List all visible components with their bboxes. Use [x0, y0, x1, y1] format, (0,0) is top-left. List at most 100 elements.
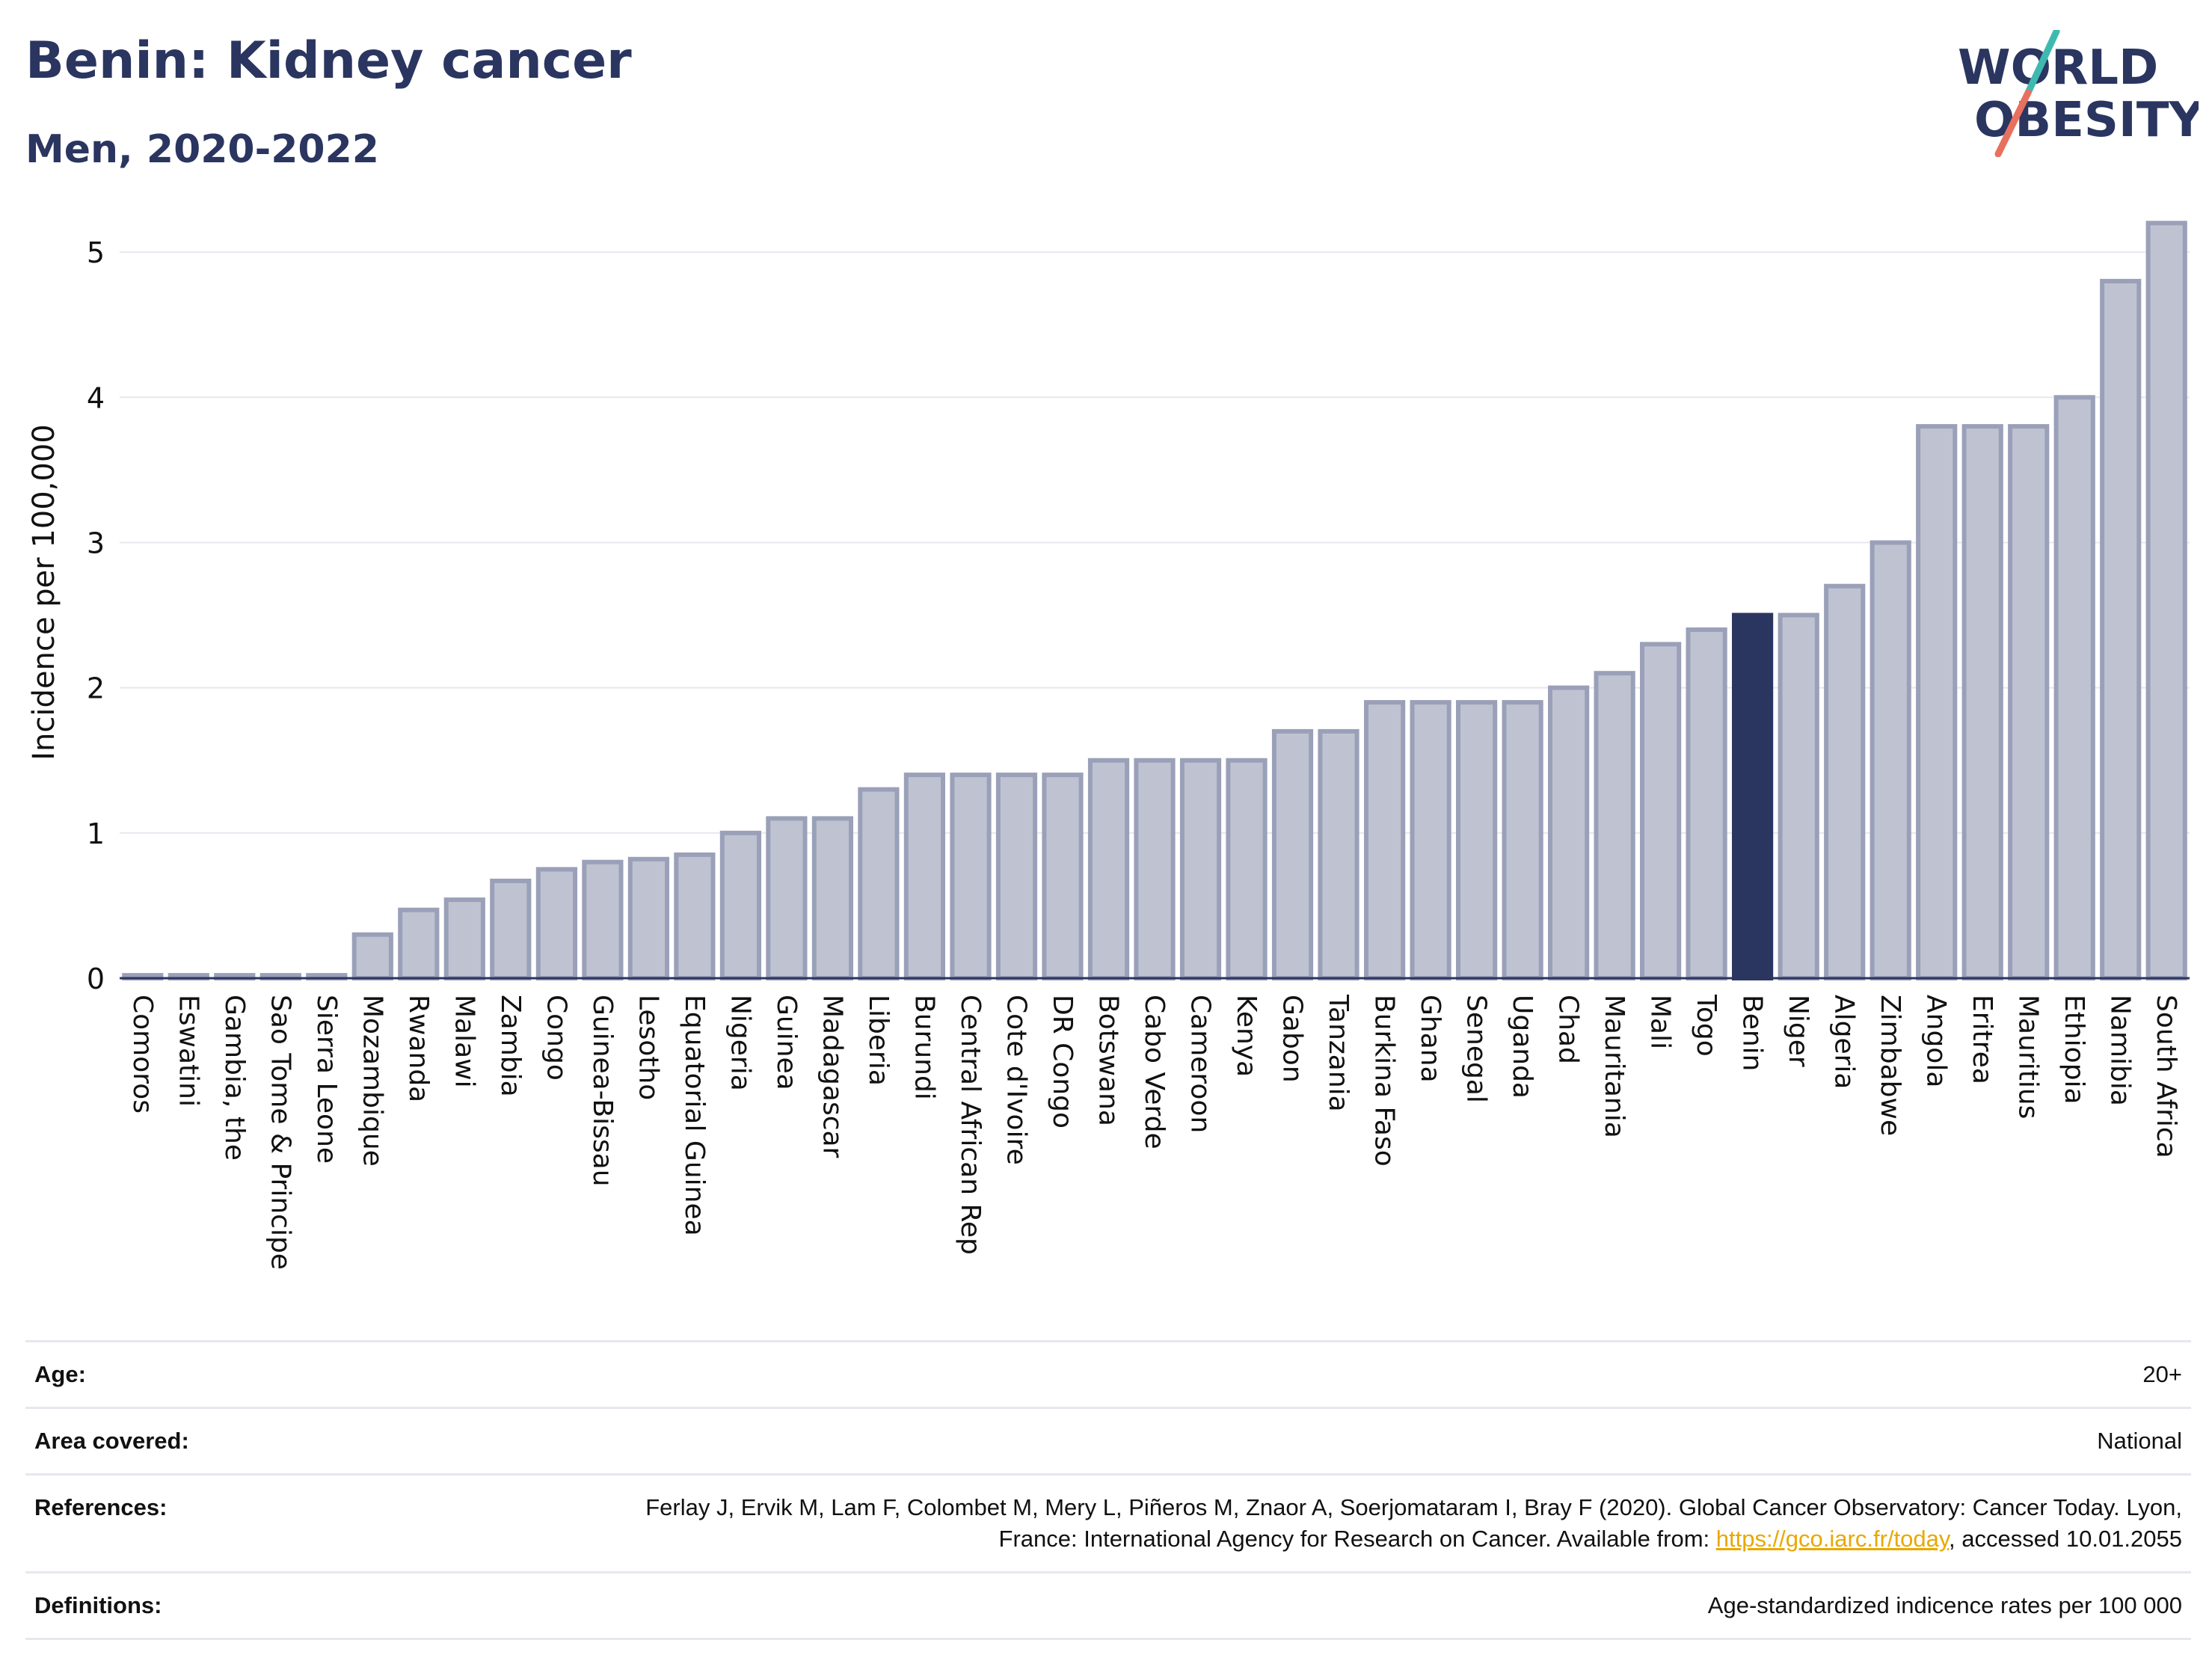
x-tick-label-31: Chad [1553, 995, 1584, 1064]
x-tick-label-37: Algeria [1829, 995, 1860, 1090]
x-axis-category-labels: Comoros Eswatini Gambia, the Sao Tome & Pri… [127, 994, 2181, 1270]
bar-31 [1548, 685, 1590, 980]
bar-12 [674, 852, 716, 981]
bar-20 [1042, 773, 1084, 980]
x-tick-label-4: Sierra Leone [311, 995, 342, 1164]
x-tick-label-8: Zambia [495, 995, 526, 1097]
x-tick-label-22: Cabo Verde [1139, 995, 1170, 1149]
bar-30 [1502, 700, 1543, 980]
y-tick-label-4: 4 [87, 381, 105, 414]
bar-34 [1686, 627, 1727, 980]
x-tick-label-16: Liberia [863, 995, 894, 1086]
references-value: Ferlay J, Ervik M, Lam F, Colombet M, Me… [567, 1475, 2191, 1573]
y-axis-ticks: 0 1 2 3 4 5 [87, 236, 105, 995]
bar-23 [1179, 758, 1222, 980]
bar-7 [443, 897, 485, 980]
chart-title: Benin: Kidney cancer [25, 31, 632, 90]
x-tick-label-25: Gabon [1277, 995, 1308, 1083]
bar-43 [2100, 278, 2142, 980]
x-tick-label-38: Zimbabwe [1875, 995, 1905, 1136]
info-row-age: Age: 20+ [25, 1341, 2191, 1408]
references-text-1: Ferlay J, Ervik M, Lam F, Colombet M, Me… [645, 1494, 2182, 1552]
x-tick-label-39: Angola [1921, 995, 1952, 1087]
x-tick-label-36: Niger [1783, 995, 1813, 1067]
bar-6 [398, 907, 440, 981]
x-tick-label-32: Mauritania [1599, 995, 1629, 1138]
x-tick-label-10: Guinea-Bissau [587, 995, 618, 1187]
x-tick-label-2: Gambia, the [219, 995, 250, 1161]
x-tick-label-42: Ethiopia [2059, 995, 2089, 1105]
bar-8 [490, 878, 532, 981]
bar-19 [995, 773, 1038, 980]
x-tick-label-13: Nigeria [725, 995, 755, 1091]
bar-16 [858, 787, 900, 980]
bar-33 [1640, 642, 1682, 981]
bar-38 [1870, 540, 1911, 980]
bar-5 [351, 932, 393, 981]
bar-18 [950, 773, 992, 980]
bar-13 [719, 830, 761, 980]
info-table: Age: 20+ Area covered: National Referenc… [25, 1340, 2191, 1640]
logo-coral-stroke [1994, 89, 2032, 157]
chart-subtitle: Men, 2020-2022 [25, 127, 379, 172]
x-tick-label-18: Central African Rep [955, 995, 986, 1255]
age-label: Age: [34, 1361, 86, 1387]
info-row-area: Area covered: National [25, 1407, 2191, 1475]
bar-21 [1087, 758, 1130, 980]
x-tick-label-41: Mauritius [2013, 995, 2044, 1119]
age-value: 20+ [2142, 1361, 2182, 1387]
x-tick-label-43: Namibia [2105, 995, 2136, 1106]
bar-29 [1456, 700, 1498, 980]
bar-25 [1271, 728, 1314, 981]
bar-9 [535, 867, 577, 981]
bar-40 [1961, 424, 2003, 981]
logo-line1: WORLD [1958, 40, 2158, 96]
x-tick-label-15: Madagascar [817, 995, 847, 1158]
area-label: Area covered: [34, 1428, 189, 1454]
x-tick-label-29: Senegal [1461, 995, 1492, 1103]
x-tick-label-26: Tanzania [1323, 994, 1354, 1112]
x-tick-label-5: Mozambique [357, 995, 387, 1167]
x-tick-label-27: Burkina Faso [1369, 995, 1400, 1167]
x-tick-label-17: Burundi [909, 995, 939, 1100]
logo-teal-stroke [2024, 30, 2060, 96]
bar-37 [1824, 583, 1866, 980]
bar-26 [1318, 728, 1360, 981]
x-tick-label-21: Botswana [1093, 995, 1124, 1126]
definitions-value: Age-standardized indicence rates per 100… [1707, 1592, 2182, 1618]
x-tick-label-35: Benin [1737, 995, 1768, 1071]
bar-10 [582, 859, 624, 981]
x-tick-label-33: Mali [1645, 995, 1676, 1049]
x-tick-label-30: Uganda [1507, 995, 1537, 1099]
bar-44 [2145, 221, 2187, 981]
references-link[interactable]: https://gco.iarc.fr/today [1715, 1526, 1950, 1552]
area-value: National [2097, 1428, 2182, 1454]
y-axis-label: Incidence per 100,000 [27, 424, 61, 761]
x-tick-label-23: Cameroon [1185, 995, 1216, 1133]
y-tick-label-3: 3 [87, 526, 105, 559]
bar-28 [1410, 700, 1451, 980]
x-tick-label-0: Comoros [127, 995, 158, 1114]
x-tick-label-28: Ghana [1415, 995, 1446, 1083]
x-tick-label-11: Lesotho [633, 995, 663, 1100]
bars [122, 221, 2187, 981]
bar-39 [1916, 424, 1958, 981]
bar-chart: 0 1 2 3 4 5 Incidence per 100,000 Comoros Eswa… [27, 221, 2190, 1270]
bar-32 [1594, 671, 1635, 980]
x-tick-label-40: Eritrea [1967, 995, 1997, 1084]
x-tick-label-14: Guinea [771, 995, 802, 1090]
x-tick-label-19: Cote d'Ivoire [1001, 995, 1032, 1165]
bar-14 [766, 816, 808, 981]
x-tick-label-20: DR Congo [1047, 995, 1078, 1129]
x-tick-label-6: Rwanda [403, 995, 434, 1102]
info-row-references: References: Ferlay J, Ervik M, Lam F, Co… [25, 1474, 2191, 1573]
x-tick-label-12: Equatorial Guinea [679, 995, 710, 1236]
x-tick-label-1: Eswatini [173, 995, 203, 1107]
bar-42 [2053, 395, 2095, 980]
bar-17 [903, 773, 946, 980]
x-tick-label-3: Sao Tome & Principe [265, 995, 295, 1270]
x-tick-label-44: South Africa [2151, 995, 2181, 1158]
world-obesity-logo: WORLD OBESITY [1958, 30, 2199, 157]
y-tick-label-2: 2 [87, 672, 105, 705]
x-tick-label-24: Kenya [1231, 995, 1262, 1077]
